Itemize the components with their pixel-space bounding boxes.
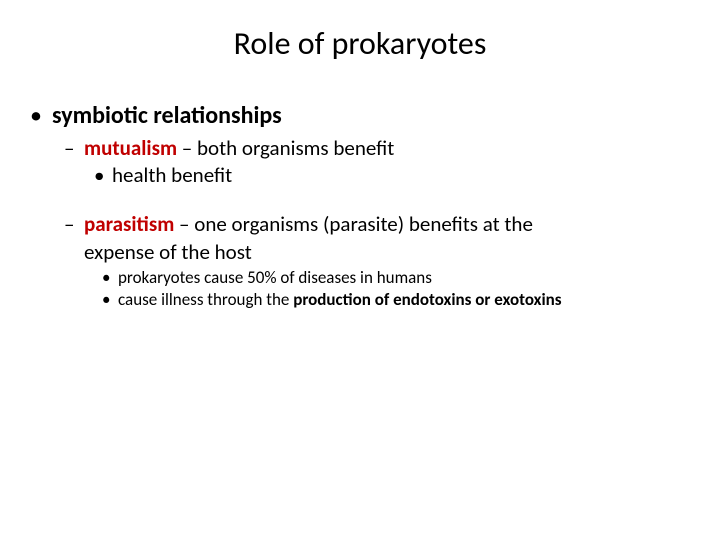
bullet-diseases: prokaryotes cause 50% of diseases in hum… [102,267,690,288]
bullet-health-benefit: health benefit [94,163,690,188]
term-mutualism: mutualism [84,135,177,161]
slide-title: Role of prokaryotes [30,24,690,63]
parasitism-rest: – one organisms (parasite) benefits at t… [174,211,533,237]
bullet-mutualism: mutualism – both organisms benefit [64,136,690,161]
toxins-a: cause illness through the [118,289,293,310]
spacer [30,190,690,212]
term-parasitism: parasitism [84,211,174,237]
mutualism-rest: – both organisms benefit [177,135,394,161]
bullet-level1: symbiotic relationships [30,101,690,130]
toxins-b: production of endotoxins or exotoxins [293,289,561,310]
bullet-toxins: cause illness through the production of … [102,289,690,310]
bullet-parasitism: parasitism – one organisms (parasite) be… [64,212,690,237]
parasitism-rest2: expense of the host [84,240,690,265]
slide-container: Role of prokaryotes symbiotic relationsh… [0,0,720,540]
